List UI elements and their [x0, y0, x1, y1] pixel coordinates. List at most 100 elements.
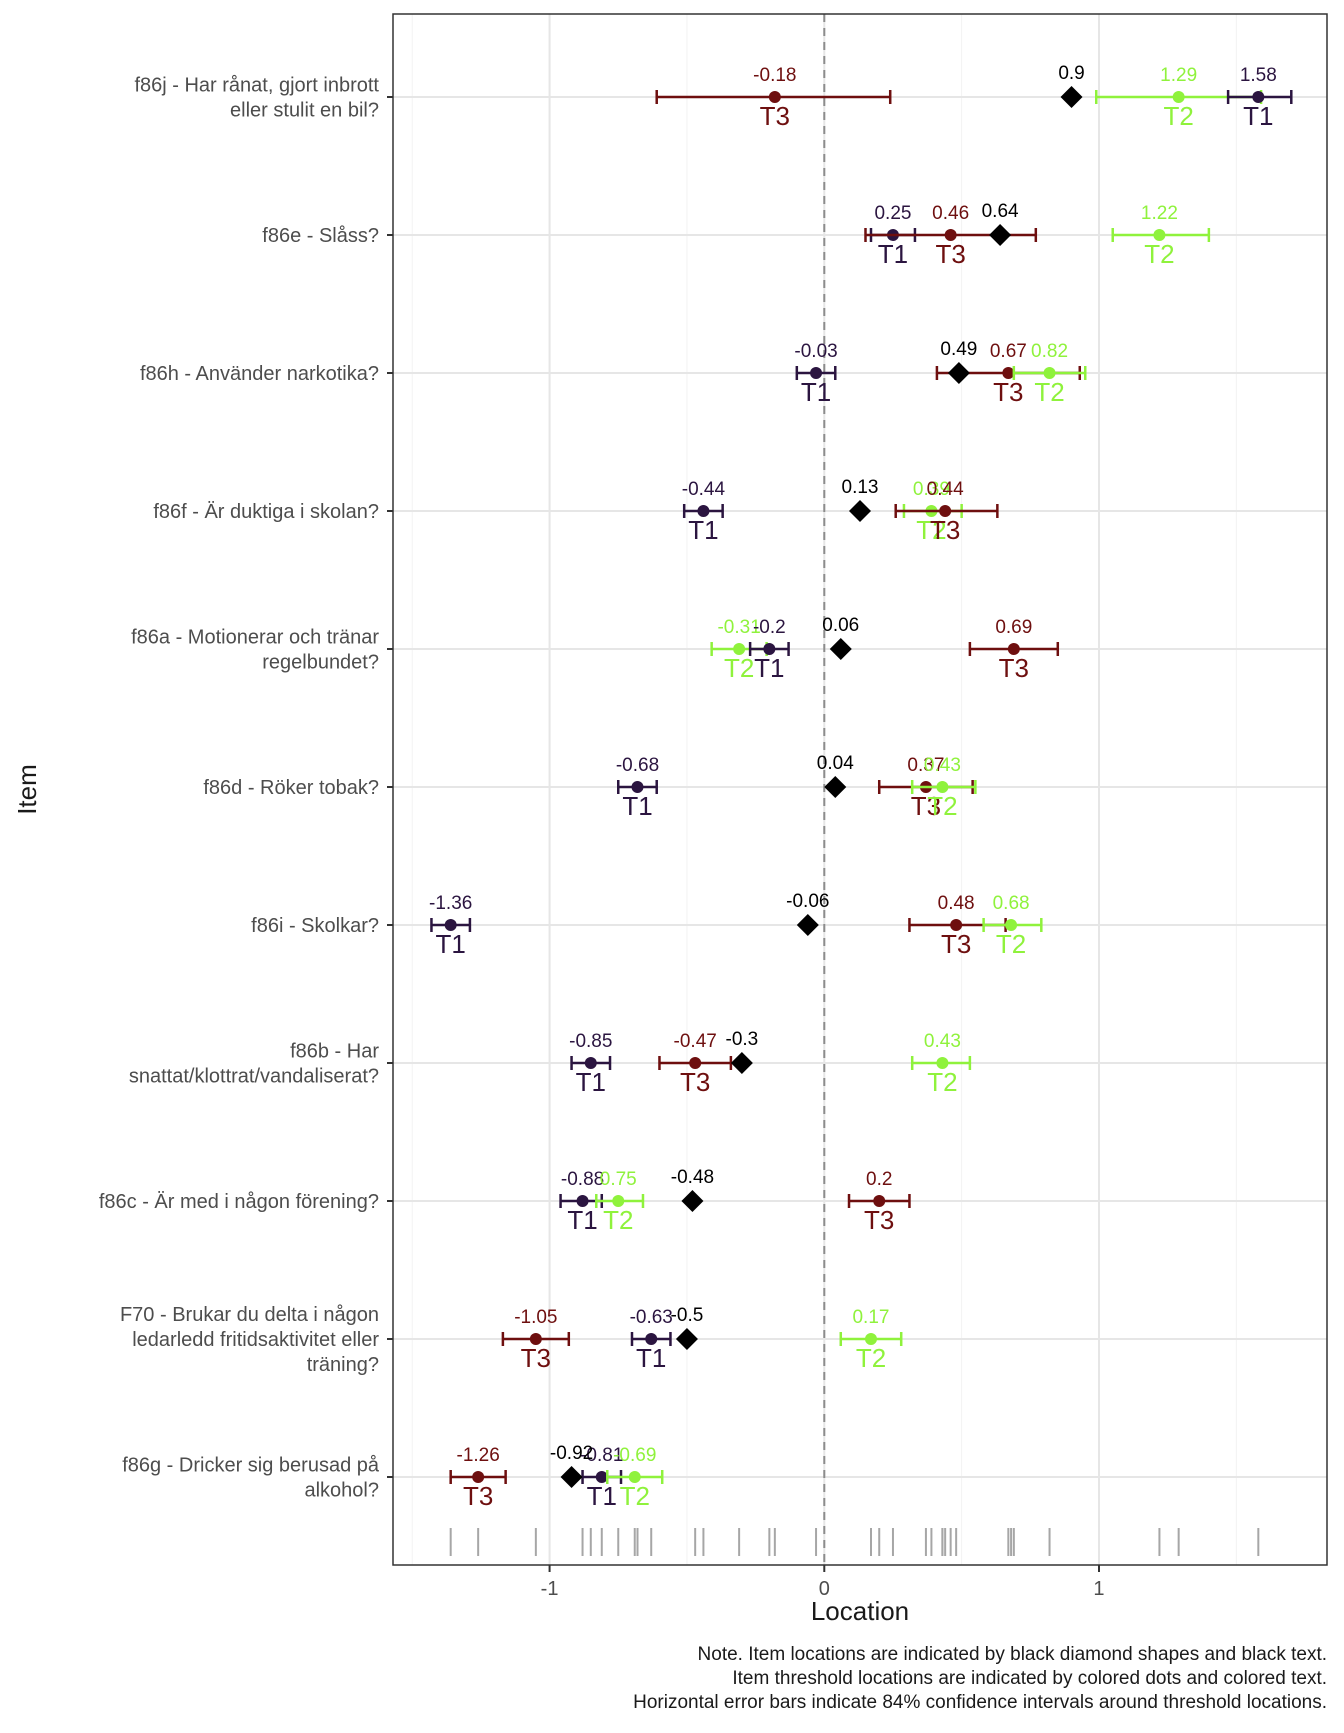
- threshold-name-label: T1: [622, 791, 652, 821]
- threshold-t2: 0.43 T2: [910, 755, 977, 821]
- item-row: -0.44 T1 0.39 T2 0.44 T3 0.13 f86f - Är duktiga…: [153, 477, 999, 545]
- threshold-dot: [529, 1333, 542, 1345]
- y-tick-label-line: f86e - Slåss?: [262, 225, 379, 247]
- threshold-name-label: T3: [930, 515, 960, 545]
- y-axis-title: Item: [12, 764, 42, 815]
- item-location-label: 0.04: [817, 753, 854, 774]
- y-tick-label: f86d - Röker tobak?: [203, 777, 379, 799]
- threshold-t3: 0.69 T3: [968, 617, 1060, 683]
- threshold-value-label: 1.58: [1240, 65, 1277, 86]
- threshold-dot: [631, 781, 644, 793]
- threshold-dot: [1172, 91, 1185, 103]
- item-location-label: -0.48: [671, 1167, 714, 1188]
- threshold-name-label: T3: [935, 239, 965, 269]
- threshold-value-label: -0.68: [616, 755, 659, 776]
- threshold-name-label: T2: [1144, 239, 1174, 269]
- threshold-dot: [1005, 919, 1018, 931]
- item-location-label: -0.5: [671, 1305, 704, 1326]
- x-tick-label: -1: [541, 1578, 559, 1600]
- threshold-value-label: 0.46: [932, 203, 969, 224]
- y-tick-label-line: f86f - Är duktiga i skolan?: [153, 501, 379, 523]
- threshold-name-label: T1: [1243, 101, 1273, 131]
- threshold-value-label: -0.44: [682, 479, 726, 500]
- item-location-diamond: [989, 224, 1012, 246]
- threshold-t2: 0.43 T2: [910, 1031, 972, 1097]
- threshold-dot: [864, 1333, 877, 1345]
- threshold-dot: [472, 1471, 485, 1483]
- threshold-rug: [449, 1528, 1260, 1556]
- y-tick-label-line: f86j - Har rånat, gjort inbrott: [134, 75, 379, 97]
- threshold-dot: [944, 229, 957, 241]
- threshold-dot: [768, 91, 781, 103]
- threshold-name-label: T2: [1163, 101, 1193, 131]
- item-row: -1.05 T3 -0.63 T1 0.17 T2 -0.5 F70 - Brukar du …: [120, 1304, 903, 1376]
- threshold-value-label: 0.68: [993, 893, 1030, 914]
- threshold-name-label: T3: [864, 1205, 894, 1235]
- threshold-t1: -0.2 T1: [748, 617, 790, 683]
- item-location-label: -0.92: [550, 1443, 593, 1464]
- item-row: -0.68 T1 0.37 T3 0.43 T2 0.04 f86d - Röker toba…: [203, 753, 977, 821]
- threshold-name-label: T1: [754, 653, 784, 683]
- threshold-t1: -0.68 T1: [616, 755, 659, 821]
- threshold-dot: [1252, 91, 1265, 103]
- threshold-dot: [1043, 367, 1056, 379]
- y-tick-label: f86f - Är duktiga i skolan?: [153, 501, 379, 523]
- threshold-dot: [697, 505, 710, 517]
- y-tick-label-line: f86g - Dricker sig berusad på: [122, 1455, 380, 1477]
- threshold-name-label: T2: [927, 791, 957, 821]
- item-location-diamond: [1060, 86, 1083, 108]
- item-row: -0.85 T1 -0.47 T3 0.43 T2 -0.3 f86b - Har snatta…: [129, 1029, 972, 1097]
- y-tick-label-line: F70 - Brukar du delta i någon: [120, 1304, 379, 1326]
- threshold-t2: 0.17 T2: [839, 1307, 903, 1373]
- threshold-t3: -0.47 T3: [658, 1031, 733, 1097]
- plot-border: [392, 13, 1328, 1566]
- threshold-dot: [689, 1057, 702, 1069]
- threshold-name-label: T2: [916, 515, 946, 545]
- threshold-value-label: 0.82: [1031, 341, 1068, 362]
- threshold-t3: -0.18 T3: [655, 65, 892, 131]
- threshold-name-label: T3: [760, 101, 790, 131]
- x-axis-title: Location: [811, 1596, 909, 1626]
- item-location-label: 0.9: [1058, 63, 1084, 84]
- threshold-t2: -0.31 T2: [710, 617, 768, 683]
- y-tick-label-line: f86i - Skolkar?: [251, 915, 379, 937]
- threshold-name-label: T2: [603, 1205, 633, 1235]
- plot-panel: [393, 14, 1327, 1565]
- y-tick-label: f86b - Har snattat/klottrat/vandaliserat?: [129, 1041, 379, 1088]
- y-tick-label-line: regelbundet?: [262, 652, 379, 674]
- threshold-name-label: T1: [801, 377, 831, 407]
- item-location-label: 0.06: [822, 615, 859, 636]
- threshold-value-label: -0.03: [794, 341, 837, 362]
- threshold-dot: [584, 1057, 597, 1069]
- threshold-dot: [763, 643, 776, 655]
- y-tick-label-line: eller stulit en bil?: [230, 100, 379, 122]
- threshold-t1: -0.88 T1: [559, 1169, 604, 1235]
- threshold-value-label: -1.36: [429, 893, 472, 914]
- threshold-name-label: T2: [620, 1481, 650, 1511]
- y-tick-label: f86a - Motionerar och tränar regelbundet?: [131, 627, 379, 674]
- threshold-value-label: -0.85: [569, 1031, 612, 1052]
- item-row: -0.18 T3 1.29 T2 1.58 T1 0.9 f86j - Har rånat, …: [134, 63, 1293, 131]
- threshold-value-label: 0.39: [913, 479, 950, 500]
- item-row: -0.31 T2 -0.2 T1 0.69 T3 0.06 f86a - Motionerar…: [131, 615, 1060, 683]
- item-location-diamond: [849, 500, 871, 522]
- threshold-value-label: 0.48: [938, 893, 975, 914]
- threshold-dot: [950, 919, 963, 931]
- threshold-value-label: 0.67: [990, 341, 1027, 362]
- threshold-value-label: -1.05: [514, 1307, 557, 1328]
- threshold-value-label: -0.63: [630, 1307, 673, 1328]
- threshold-name-label: T1: [587, 1481, 617, 1511]
- threshold-value-label: -1.26: [457, 1445, 500, 1466]
- threshold-value-label: -0.31: [717, 617, 760, 638]
- threshold-t1: 0.25 T1: [869, 203, 917, 269]
- threshold-name-label: T3: [941, 929, 971, 959]
- threshold-value-label: 0.2: [866, 1169, 892, 1190]
- threshold-t2: 0.68 T2: [982, 893, 1043, 959]
- threshold-t1: -0.63 T1: [630, 1307, 673, 1373]
- threshold-name-label: T3: [999, 653, 1029, 683]
- threshold-t3: 0.44 T3: [894, 479, 999, 545]
- threshold-value-label: -0.81: [580, 1445, 623, 1466]
- threshold-dot: [444, 919, 457, 931]
- item-row: -0.03 T1 0.67 T3 0.82 T2 0.49 f86h - Använder n…: [140, 339, 1087, 407]
